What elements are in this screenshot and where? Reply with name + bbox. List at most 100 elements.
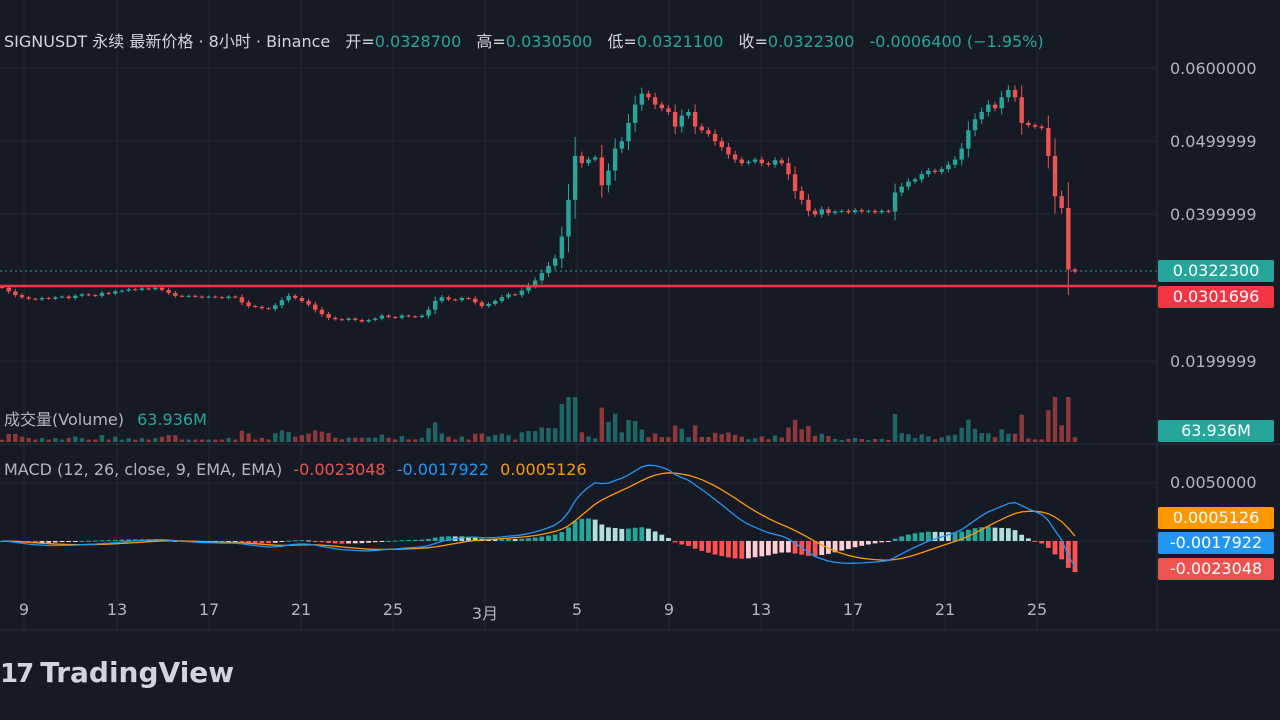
candle-body xyxy=(992,104,998,109)
volume-bar xyxy=(393,439,398,442)
candle-body xyxy=(526,285,531,291)
macd-hist-bar xyxy=(79,540,85,542)
volume-bar xyxy=(739,436,744,442)
candle-body xyxy=(353,318,358,320)
macd-hist-bar xyxy=(226,541,231,542)
macd-hist-bar xyxy=(865,541,871,545)
volume-bar xyxy=(799,429,804,442)
candle-body xyxy=(313,304,318,310)
macd-hist-bar xyxy=(1032,541,1038,542)
macd-hist-bar xyxy=(692,541,698,549)
candle-body xyxy=(46,298,51,300)
macd-hist-bar xyxy=(925,531,931,541)
price-tick: 0.0499999 xyxy=(1170,132,1257,151)
candle-body xyxy=(246,302,251,307)
volume-bar xyxy=(213,439,218,442)
volume-bar xyxy=(912,438,918,442)
macd-hist-bar xyxy=(912,533,918,541)
candle-body xyxy=(26,297,31,299)
close-value: 0.0322300 xyxy=(767,32,855,51)
candle-body xyxy=(886,210,891,212)
candle-body xyxy=(626,122,631,142)
macd-hist-bar xyxy=(1005,528,1011,541)
volume-bar xyxy=(399,436,405,442)
volume-bar xyxy=(379,434,385,442)
volume-bar xyxy=(73,436,78,442)
logo-mark-icon: 17 xyxy=(0,659,34,689)
macd-line xyxy=(1,464,1076,568)
candle-body xyxy=(939,169,944,173)
volume-bar xyxy=(246,433,251,442)
volume-bar xyxy=(226,438,231,442)
candle-body xyxy=(452,299,458,301)
volume-bar xyxy=(146,439,151,442)
candle-body xyxy=(599,157,605,186)
candle-body xyxy=(999,97,1004,109)
candle-body xyxy=(666,108,671,112)
volume-bar xyxy=(812,435,818,442)
macd-hist-bar xyxy=(519,538,525,541)
candle-body xyxy=(1066,207,1071,270)
macd-legend: MACD (12, 26, close, 9, EMA, EMA) -0.002… xyxy=(4,460,587,479)
macd-hist-bar xyxy=(766,541,771,556)
candle-body xyxy=(726,147,731,155)
candle-body xyxy=(1026,122,1031,126)
volume-bar xyxy=(253,439,258,442)
volume-bar xyxy=(432,422,438,442)
hist-badge: -0.0023048 xyxy=(1158,558,1274,580)
candle-body xyxy=(1046,128,1051,156)
volume-value: 63.936M xyxy=(137,410,207,429)
change-value: -0.0006400 (−1.95%) xyxy=(869,32,1044,51)
volume-bar xyxy=(1039,439,1044,442)
candle-body xyxy=(686,111,691,116)
macd-hist-bar xyxy=(539,536,545,541)
macd-hist-bar xyxy=(286,540,291,542)
volume-bar xyxy=(1059,425,1064,442)
macd-hist-bar xyxy=(1019,534,1025,541)
symbol-title: SIGNUSDT 永续 最新价格 · 8小时 · Binance xyxy=(4,32,331,51)
volume-bar xyxy=(992,437,998,442)
macd-hist-bar xyxy=(632,527,638,541)
macd-hist-bar xyxy=(739,541,745,559)
volume-bar xyxy=(652,433,658,442)
macd-hist-bar xyxy=(432,537,438,541)
macd-hist-bar xyxy=(872,541,878,544)
volume-bar xyxy=(313,430,318,442)
candle-body xyxy=(253,306,258,308)
candle-body xyxy=(586,159,591,164)
candle-body xyxy=(639,93,645,105)
volume-bar xyxy=(359,437,365,442)
macd-hist-bar xyxy=(965,529,971,541)
macd-hist-bar xyxy=(932,531,938,541)
macd-hist-bar xyxy=(472,537,478,541)
volume-bar xyxy=(179,439,185,442)
candle-body xyxy=(912,179,918,182)
macd-hist-bar xyxy=(945,532,951,541)
candle-body xyxy=(539,273,545,281)
macd-hist-bar xyxy=(366,541,371,543)
chart-header: SIGNUSDT 永续 最新价格 · 8小时 · Binance 开=0.032… xyxy=(4,28,1044,52)
macd-hist-value: -0.0023048 xyxy=(293,460,386,479)
candle-body xyxy=(339,319,345,321)
volume-bar xyxy=(906,434,911,442)
volume-bar xyxy=(526,431,531,442)
candle-body xyxy=(139,288,145,290)
volume-bar xyxy=(413,439,418,442)
candle-body xyxy=(739,159,744,164)
volume-bar xyxy=(532,431,538,442)
macd-badge: -0.0017922 xyxy=(1158,532,1274,554)
candle-body xyxy=(66,296,71,299)
candle-body xyxy=(393,317,398,319)
macd-hist-bar xyxy=(299,540,305,542)
time-tick: 17 xyxy=(842,600,864,619)
candle-body xyxy=(266,308,271,310)
macd-hist-bar xyxy=(372,541,378,543)
volume-bar xyxy=(259,437,265,442)
volume-bar xyxy=(746,439,751,442)
volume-bar xyxy=(686,437,691,442)
macd-hist-bar xyxy=(712,541,718,555)
macd-hist-bar xyxy=(99,540,105,542)
volume-bar xyxy=(826,435,831,442)
volume-bar xyxy=(26,438,31,442)
macd-hist-bar xyxy=(506,538,511,541)
